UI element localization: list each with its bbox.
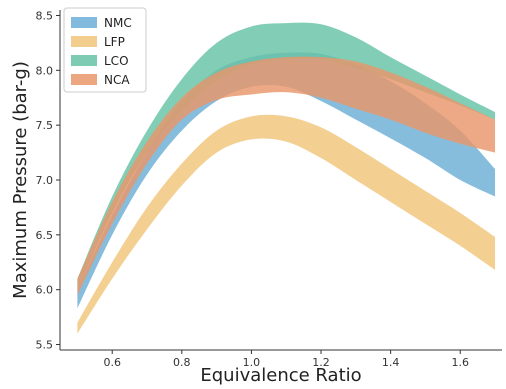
x-tick-label: 1.0 bbox=[243, 356, 261, 369]
y-tick-label: 7.0 bbox=[36, 174, 54, 187]
series-bands bbox=[77, 22, 496, 334]
legend-swatch-nca bbox=[71, 74, 97, 85]
y-tick-label: 5.5 bbox=[36, 339, 54, 352]
x-tick-label: 0.6 bbox=[103, 356, 121, 369]
x-ticks: 0.6 0.8 1.0 1.2 1.4 1.6 bbox=[103, 350, 469, 369]
x-axis-label: Equivalence Ratio bbox=[200, 365, 361, 386]
legend-swatch-lco bbox=[71, 55, 97, 66]
band-lco bbox=[77, 22, 496, 290]
y-tick-label: 8.0 bbox=[36, 64, 54, 77]
x-tick-label: 0.8 bbox=[173, 356, 191, 369]
band-lfp bbox=[77, 114, 496, 334]
x-tick-label: 1.4 bbox=[382, 356, 400, 369]
y-tick-label: 6.5 bbox=[36, 229, 54, 242]
y-tick-label: 8.5 bbox=[36, 9, 54, 22]
band-nca bbox=[77, 56, 496, 296]
y-axis-label: Maximum Pressure (bar-g) bbox=[10, 61, 31, 299]
legend-swatch-nmc bbox=[71, 17, 97, 28]
y-ticks: 5.5 6.0 6.5 7.0 7.5 8.0 8.5 bbox=[36, 9, 60, 352]
legend-frame bbox=[63, 7, 147, 93]
y-tick-label: 7.5 bbox=[36, 119, 54, 132]
legend-label-nca: NCA bbox=[104, 73, 130, 87]
legend-label-lfp: LFP bbox=[104, 35, 125, 49]
y-tick-label: 6.0 bbox=[36, 284, 54, 297]
legend: NMC LFP LCO NCA bbox=[63, 7, 147, 93]
legend-swatch-lfp bbox=[71, 36, 97, 47]
legend-label-lco: LCO bbox=[104, 54, 129, 68]
x-tick-label: 1.6 bbox=[451, 356, 469, 369]
legend-label-nmc: NMC bbox=[104, 16, 132, 30]
x-tick-label: 1.2 bbox=[312, 356, 330, 369]
